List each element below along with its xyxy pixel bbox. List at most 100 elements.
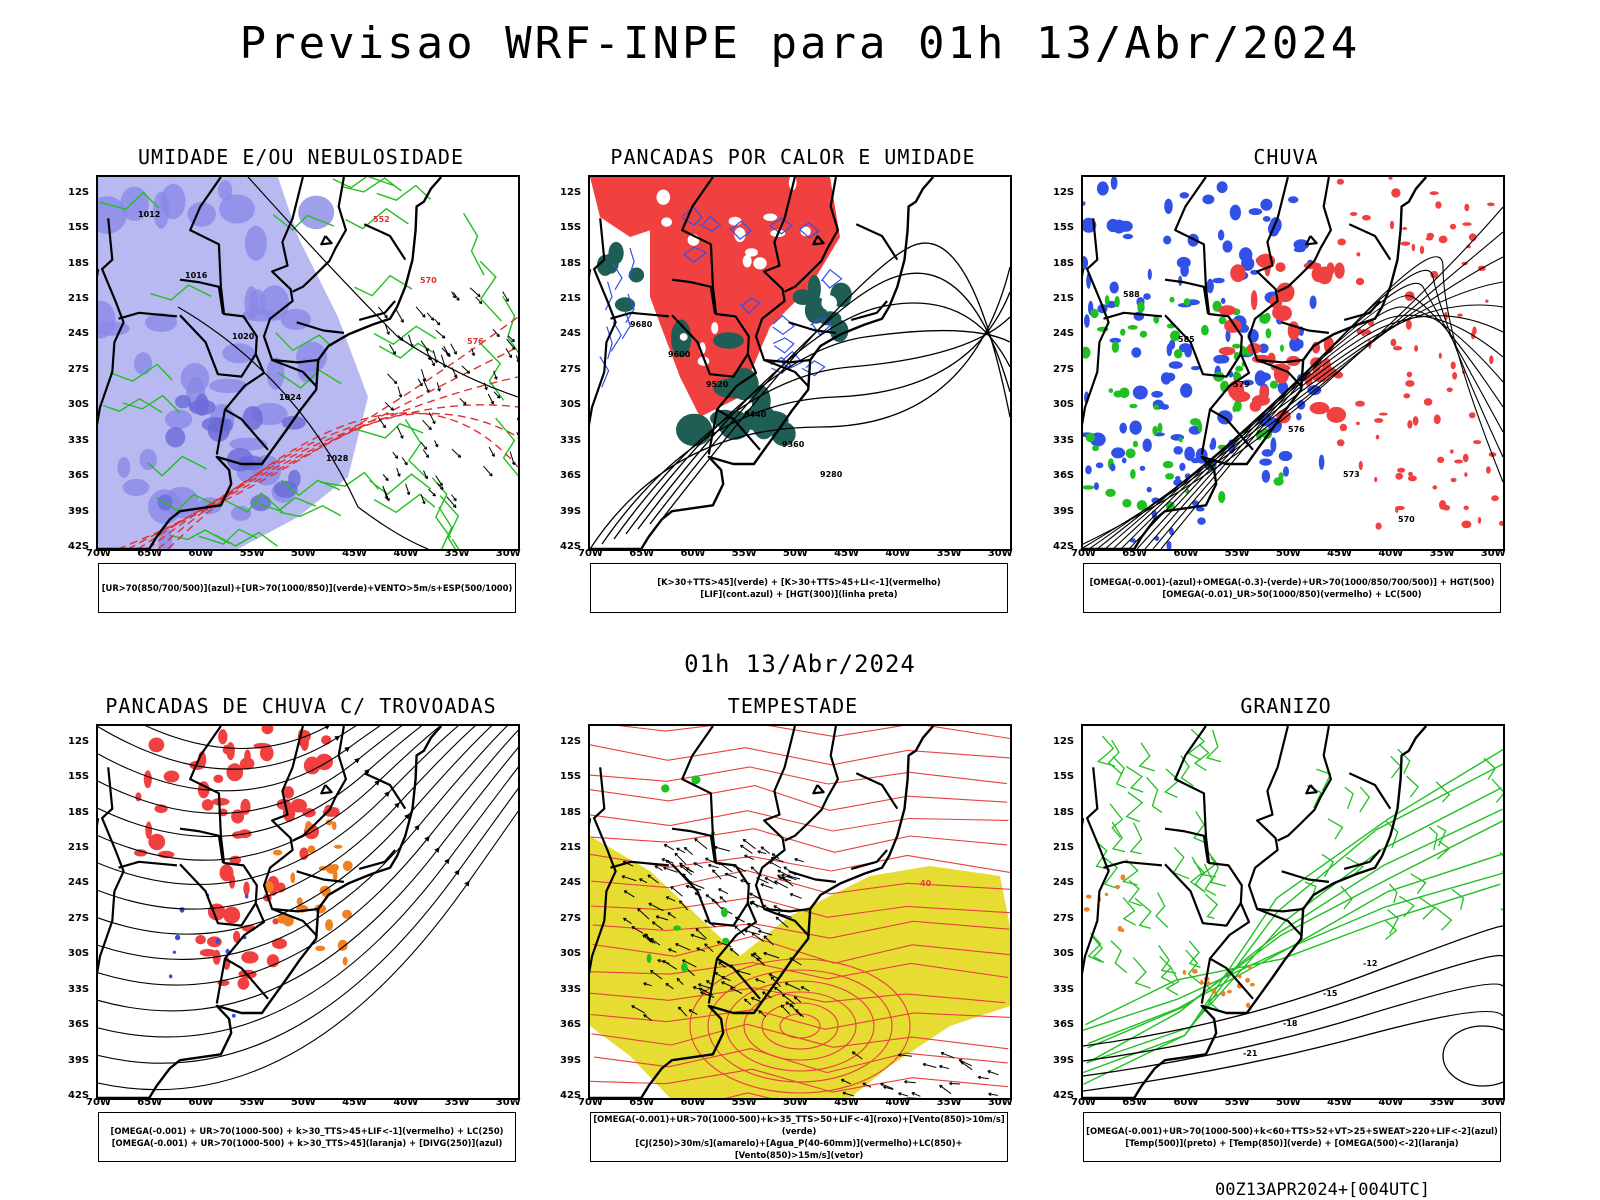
lon-tick-label: 70W: [578, 548, 603, 559]
lon-tick-label: 70W: [86, 548, 111, 559]
svg-text:9520: 9520: [706, 380, 729, 389]
lon-tick-label: 55W: [239, 1097, 265, 1108]
panel-chuva: CHUVA 588 585 579 576 573 570 [OMEGA(-0.001)-…: [1051, 145, 1521, 645]
map-trovoadas: [96, 724, 520, 1100]
lon-tick-label: 60W: [680, 1097, 706, 1108]
svg-text:9360: 9360: [782, 440, 805, 449]
lat-tick-label: 36S: [68, 1019, 90, 1031]
lat-tick-label: 18S: [1053, 806, 1075, 818]
legend-line-2: [OMEGA(-0.01)_UR>50(1000/850)(vermelho) …: [1162, 589, 1422, 599]
lat-tick-label: 18S: [68, 257, 90, 269]
panel-title: PANCADAS POR CALOR E UMIDADE: [610, 145, 976, 169]
lon-tick-label: 35W: [936, 548, 962, 559]
legend-line-1: [OMEGA(-0.001)+UR>70(1000-500)+k<60+TTS>…: [1086, 1126, 1498, 1136]
legend-line-2: [CJ(250)>30m/s](amarelo)+[Agua_P(40-60mm…: [635, 1138, 963, 1160]
lon-tick-label: 55W: [731, 1097, 757, 1108]
panel-legend: [K>30+TTS>45](verde) + [K>30+TTS>45+LI<-…: [590, 563, 1008, 613]
lat-tick-label: 42S: [1053, 1090, 1075, 1101]
lon-tick-label: 65W: [629, 1097, 655, 1108]
lon-tick-label: 40W: [1378, 1097, 1404, 1108]
panel-legend: [OMEGA(-0.001)+UR>70(1000-500)+k<60+TTS>…: [1083, 1112, 1501, 1162]
lon-tick-label: 65W: [1122, 548, 1148, 559]
lon-tick-label: 40W: [885, 1097, 911, 1108]
mid-forecast-time: 01h 13/Abr/2024: [684, 650, 916, 678]
lat-tick-label: 30S: [68, 399, 90, 411]
lon-tick-label: 35W: [444, 548, 470, 559]
svg-text:1020: 1020: [232, 332, 255, 341]
lon-tick-label: 60W: [188, 548, 214, 559]
lat-tick-label: 12S: [1053, 186, 1075, 198]
lon-tick-label: 65W: [629, 548, 655, 559]
lat-tick-label: 39S: [560, 1054, 582, 1066]
lat-tick-label: 24S: [68, 328, 90, 340]
svg-text:1024: 1024: [279, 393, 302, 402]
lon-tick-label: 35W: [936, 1097, 962, 1108]
panel-title: PANCADAS DE CHUVA C/ TROVOADAS: [105, 694, 497, 718]
legend-line-1: [K>30+TTS>45](verde) + [K>30+TTS>45+LI<-…: [657, 577, 941, 587]
lat-tick-label: 36S: [1053, 1019, 1075, 1031]
svg-text:1012: 1012: [138, 210, 160, 219]
lon-tick-label: 50W: [1275, 1097, 1301, 1108]
lat-tick-label: 12S: [560, 735, 582, 747]
lon-tick-label: 65W: [137, 1097, 163, 1108]
lon-tick-label: 30W: [495, 548, 521, 559]
lat-tick-label: 24S: [68, 877, 90, 889]
lat-tick-label: 42S: [1053, 541, 1075, 552]
map-svg-5: -12 -15 -18 -21: [1083, 726, 1503, 1098]
map-tempestade: 40: [588, 724, 1012, 1100]
lat-tick-label: 21S: [560, 842, 582, 853]
legend-line-1: [OMEGA(-0.001) + UR>70(1000-500) + k>30_…: [110, 1126, 504, 1136]
lon-tick-label: 55W: [239, 548, 265, 559]
lon-tick-label: 30W: [495, 1097, 521, 1108]
lon-tick-label: 45W: [342, 1097, 368, 1108]
map-umidade: 1012 1016 1020 1024 1028 552 570 576: [96, 175, 520, 551]
lon-tick-label: 40W: [393, 1097, 419, 1108]
lon-tick-label: 30W: [987, 548, 1013, 559]
lat-tick-label: 30S: [1053, 948, 1075, 960]
legend-line-2: [OMEGA(-0.001) + UR>70(1000-500) + k>30_…: [111, 1138, 503, 1148]
map-chuva: 588 585 579 576 573 570: [1081, 175, 1505, 551]
lat-tick-label: 36S: [68, 470, 90, 482]
lon-tick-label: 50W: [290, 1097, 316, 1108]
map-svg-0: 1012 1016 1020 1024 1028 552 570 576: [98, 177, 518, 549]
lat-tick-label: 18S: [68, 806, 90, 818]
panel-title: TEMPESTADE: [727, 694, 859, 718]
panel-legend: [OMEGA(-0.001)+UR>70(1000-500)+k>35_TTS>…: [590, 1112, 1008, 1162]
lat-tick-label: 27S: [560, 912, 582, 924]
lat-tick-label: 27S: [560, 363, 582, 375]
lat-tick-label: 12S: [1053, 735, 1075, 747]
map-svg-4: 40: [590, 726, 1010, 1098]
lon-tick-label: 60W: [1173, 548, 1199, 559]
lon-tick-label: 50W: [1275, 548, 1301, 559]
svg-text:576: 576: [1288, 425, 1305, 434]
lat-tick-label: 18S: [1053, 257, 1075, 269]
panel-tempestade: TEMPESTADE 40 [OMEGA(-0.001)+UR>70(1000-…: [558, 694, 1028, 1194]
lat-tick-label: 27S: [68, 363, 90, 375]
lat-tick-label: 15S: [560, 771, 582, 783]
svg-text:1028: 1028: [326, 454, 349, 463]
svg-text:9440: 9440: [744, 410, 767, 419]
lon-tick-label: 70W: [86, 1097, 111, 1108]
lon-tick-label: 45W: [1327, 1097, 1353, 1108]
lon-tick-label: 50W: [782, 1097, 808, 1108]
lon-tick-label: 40W: [1378, 548, 1404, 559]
lon-tick-label: 35W: [1429, 1097, 1455, 1108]
svg-text:576: 576: [467, 337, 484, 346]
lat-tick-label: 15S: [560, 222, 582, 234]
lon-tick-label: 45W: [1327, 548, 1353, 559]
lat-tick-label: 24S: [1053, 328, 1075, 340]
panel-title: UMIDADE E/OU NEBULOSIDADE: [137, 145, 465, 169]
panel-legend: [UR>70(850/700/500)](azul)+[UR>70(1000/8…: [98, 563, 516, 613]
svg-text:1016: 1016: [185, 271, 208, 280]
svg-text:-12: -12: [1363, 959, 1377, 968]
panel-trovoadas: PANCADAS DE CHUVA C/ TROVOADAS [OMEGA(-0…: [66, 694, 536, 1194]
panel-pancadas-calor: PANCADAS POR CALOR E UMIDADE 9680 9600 952…: [558, 145, 1028, 645]
lat-tick-label: 39S: [68, 505, 90, 517]
lat-tick-label: 33S: [68, 983, 90, 995]
svg-text:579: 579: [1233, 380, 1250, 389]
lat-tick-label: 12S: [68, 186, 90, 198]
lon-tick-label: 55W: [731, 548, 757, 559]
lat-tick-label: 39S: [560, 505, 582, 517]
footer-run-info: 00Z13APR2024+[004UTC]: [1215, 1180, 1430, 1200]
svg-text:9680: 9680: [630, 320, 653, 329]
